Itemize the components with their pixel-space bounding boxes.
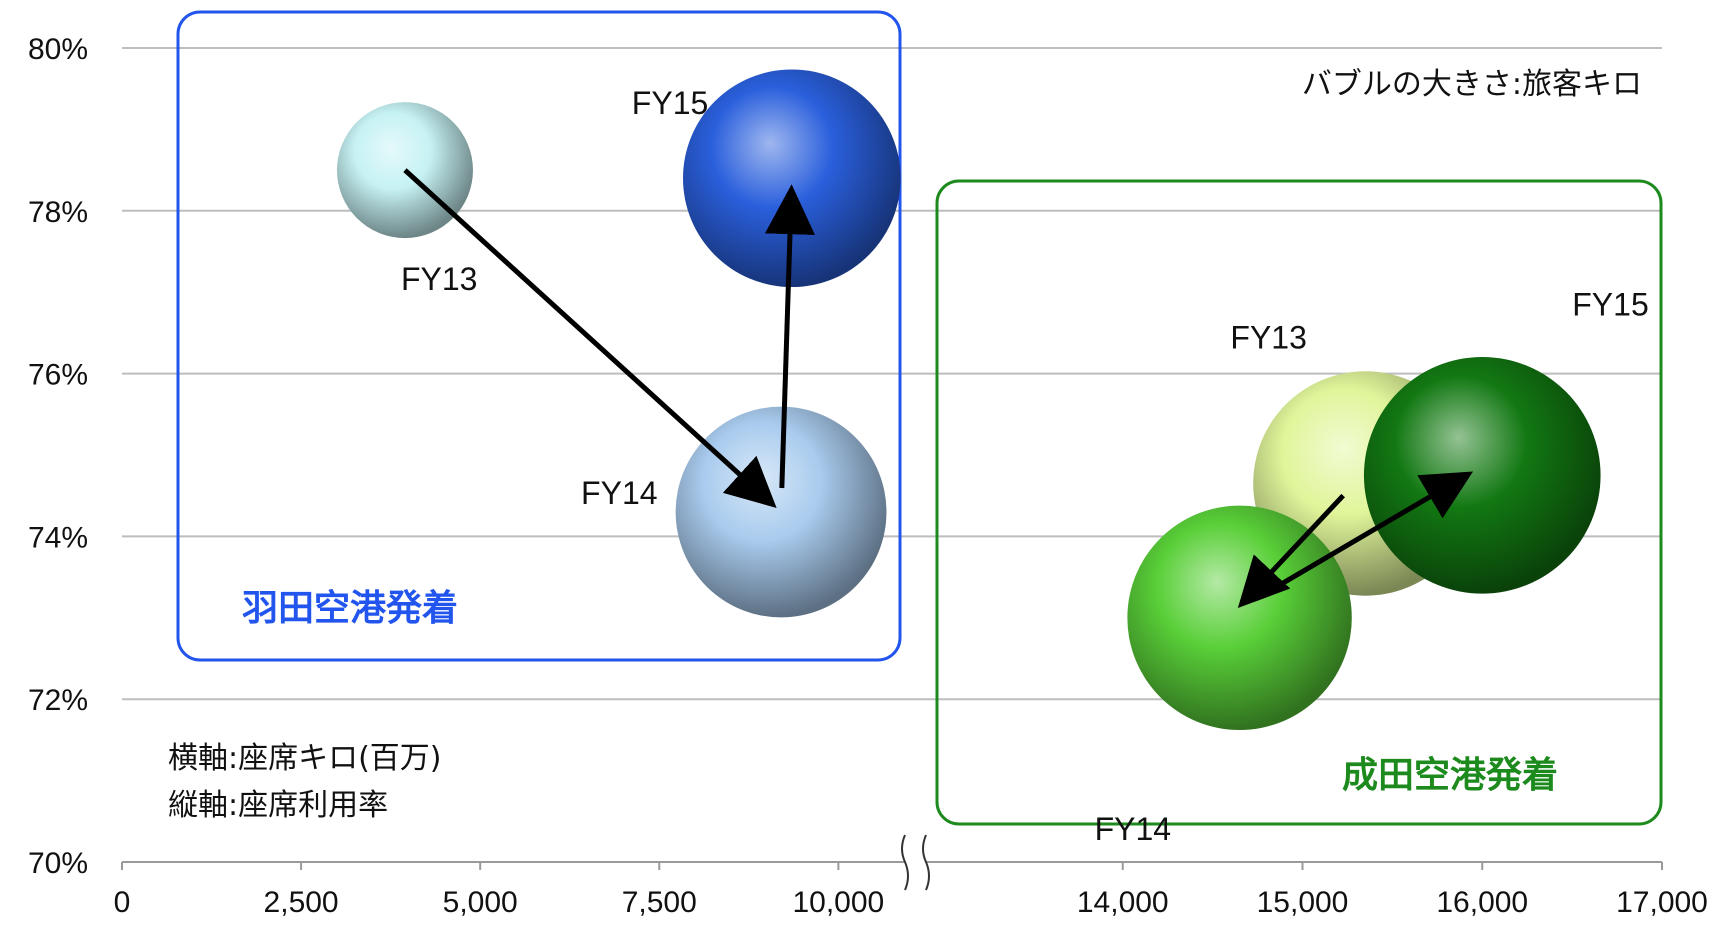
trend-arrow xyxy=(403,168,777,508)
group-box xyxy=(935,179,1663,826)
bubble-size-note: バブルの大きさ:旅客キロ xyxy=(1302,67,1642,102)
bubble-narita-fy14 xyxy=(1127,505,1352,730)
y-tick-label: 70% xyxy=(28,847,88,880)
point-label: FY13 xyxy=(1230,319,1306,355)
point-label: FY15 xyxy=(632,85,708,121)
x-tick-label: 10,000 xyxy=(792,886,884,919)
x-tick-label: 0 xyxy=(114,886,131,919)
x-tick-label: 14,000 xyxy=(1077,886,1169,919)
trend-arrow xyxy=(765,184,815,489)
point-label: FY13 xyxy=(401,261,477,297)
x-tick-label: 16,000 xyxy=(1436,886,1528,919)
point-label: FY14 xyxy=(1095,811,1171,847)
bubble-haneda-fy15 xyxy=(683,69,901,288)
x-tick-label: 5,000 xyxy=(443,886,518,919)
y-tick-label: 76% xyxy=(28,359,88,392)
x-axis-description: 横軸:座席キロ(百万) xyxy=(168,741,442,776)
axis-break-mark xyxy=(922,834,930,891)
trend-arrow xyxy=(1254,471,1474,601)
axes: 80% 78% 76% 74% 72% 70% 0 2,500 5,000 7,500 10,000… xyxy=(28,33,1708,919)
y-tick-label: 74% xyxy=(28,521,88,554)
group-box xyxy=(176,10,902,662)
x-tick-label: 7,500 xyxy=(622,886,697,919)
bubble-narita-fy15 xyxy=(1363,357,1601,594)
trend-arrows xyxy=(403,168,1474,608)
trend-arrow xyxy=(1237,493,1345,608)
y-tick-label: 78% xyxy=(28,196,88,229)
group-title: 成田空港発着 xyxy=(1342,755,1558,796)
group-title: 羽田空港発着 xyxy=(242,588,458,629)
point-labels: FY13 FY14 FY15 FY13 FY14 FY15 xyxy=(401,85,1649,847)
x-tick-label: 15,000 xyxy=(1257,886,1349,919)
y-tick-label: 80% xyxy=(28,33,88,66)
axis-break-mark xyxy=(901,834,909,891)
x-tick-label: 2,500 xyxy=(264,886,339,919)
point-label: FY15 xyxy=(1572,286,1648,322)
y-axis-description: 縦軸:座席利用率 xyxy=(168,788,388,823)
x-tick-label: 17,000 xyxy=(1616,886,1708,919)
bubbles xyxy=(336,69,1601,730)
point-label: FY14 xyxy=(581,475,657,511)
y-tick-label: 72% xyxy=(28,684,88,717)
